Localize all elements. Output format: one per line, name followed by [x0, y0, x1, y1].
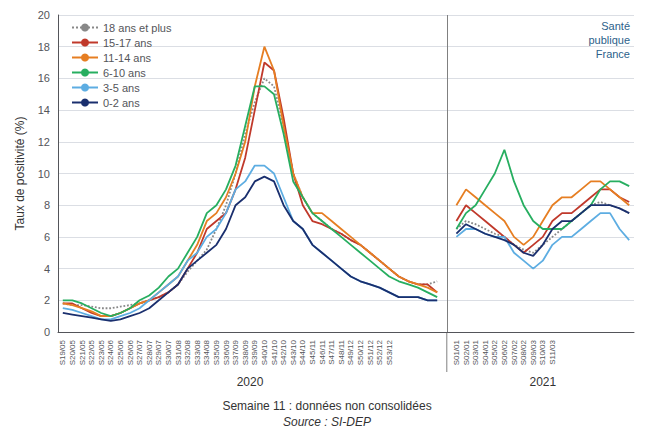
svg-text:S52/12: S52/12 [375, 339, 384, 365]
svg-text:S47/11: S47/11 [327, 339, 336, 364]
svg-text:S53/12: S53/12 [385, 339, 394, 365]
svg-text:0-2 ans: 0-2 ans [103, 97, 140, 109]
svg-text:15-17 ans: 15-17 ans [103, 37, 152, 49]
svg-text:S40/10: S40/10 [260, 339, 269, 365]
svg-text:S29/07: S29/07 [154, 339, 163, 365]
svg-text:S36/09: S36/09 [222, 339, 231, 365]
svg-text:S50/12: S50/12 [356, 339, 365, 365]
svg-text:3-5 ans: 3-5 ans [103, 82, 140, 94]
svg-text:S10/03: S10/03 [538, 339, 547, 365]
svg-text:6: 6 [44, 231, 50, 243]
svg-text:2021: 2021 [529, 375, 556, 389]
svg-text:S31/08: S31/08 [174, 339, 183, 365]
svg-text:S09/03: S09/03 [529, 339, 538, 365]
svg-text:S27/07: S27/07 [135, 339, 144, 365]
svg-text:S28/07: S28/07 [145, 339, 154, 365]
svg-text:S37/09: S37/09 [231, 339, 240, 365]
svg-text:S02/01: S02/01 [462, 339, 471, 365]
svg-text:S30/07: S30/07 [164, 339, 173, 365]
svg-text:S20/05: S20/05 [68, 339, 77, 365]
svg-text:S46/11: S46/11 [318, 339, 327, 364]
svg-text:S39/09: S39/09 [250, 339, 259, 365]
svg-text:S23/05: S23/05 [97, 339, 106, 365]
svg-text:S24/06: S24/06 [106, 339, 115, 365]
svg-text:S51/12: S51/12 [366, 339, 375, 365]
svg-text:S34/08: S34/08 [202, 339, 211, 365]
svg-text:12: 12 [38, 136, 50, 148]
svg-text:Semaine 11 : données non conso: Semaine 11 : données non consolidées [222, 399, 431, 413]
svg-text:S01/01: S01/01 [452, 339, 461, 365]
svg-text:16: 16 [38, 72, 50, 84]
svg-text:14: 14 [38, 104, 50, 116]
svg-text:S48/11: S48/11 [337, 339, 346, 364]
svg-text:6-10 ans: 6-10 ans [103, 67, 146, 79]
svg-text:S44/10: S44/10 [298, 339, 307, 365]
svg-text:S35/09: S35/09 [212, 339, 221, 365]
svg-text:18 ans et plus: 18 ans et plus [103, 22, 172, 34]
svg-text:S06/02: S06/02 [500, 339, 509, 365]
svg-text:11-14 ans: 11-14 ans [103, 52, 152, 64]
svg-text:8: 8 [44, 199, 50, 211]
svg-text:S21/05: S21/05 [78, 339, 87, 365]
svg-text:France: France [596, 48, 630, 60]
svg-text:S41/10: S41/10 [270, 339, 279, 365]
svg-text:20: 20 [38, 9, 50, 21]
svg-text:S07/02: S07/02 [510, 339, 519, 365]
svg-text:S04/01: S04/01 [481, 339, 490, 365]
svg-text:2020: 2020 [237, 375, 264, 389]
svg-text:publique: publique [588, 34, 630, 46]
svg-text:S43/10: S43/10 [289, 339, 298, 365]
svg-text:Source : SI-DEP: Source : SI-DEP [283, 415, 371, 429]
svg-text:2: 2 [44, 294, 50, 306]
svg-text:Taux de positivité (%): Taux de positivité (%) [13, 116, 27, 230]
svg-text:S25/06: S25/06 [116, 339, 125, 365]
svg-text:S26/06: S26/06 [126, 339, 135, 365]
svg-text:S33/08: S33/08 [193, 339, 202, 365]
svg-text:S05/02: S05/02 [490, 339, 499, 365]
svg-text:S49/12: S49/12 [346, 339, 355, 365]
svg-text:S22/05: S22/05 [87, 339, 96, 365]
svg-text:0: 0 [44, 326, 50, 338]
svg-text:10: 10 [38, 168, 50, 180]
svg-text:S11/03: S11/03 [548, 339, 557, 364]
svg-text:S38/09: S38/09 [241, 339, 250, 365]
svg-text:S19/05: S19/05 [58, 339, 67, 365]
svg-text:4: 4 [44, 263, 50, 275]
svg-text:S42/10: S42/10 [279, 339, 288, 365]
svg-text:S03/01: S03/01 [471, 339, 480, 365]
svg-text:S32/08: S32/08 [183, 339, 192, 365]
svg-text:S45/11: S45/11 [308, 339, 317, 364]
svg-text:18: 18 [38, 41, 50, 53]
svg-text:Santé: Santé [601, 20, 630, 32]
svg-text:S08/02: S08/02 [519, 339, 528, 365]
